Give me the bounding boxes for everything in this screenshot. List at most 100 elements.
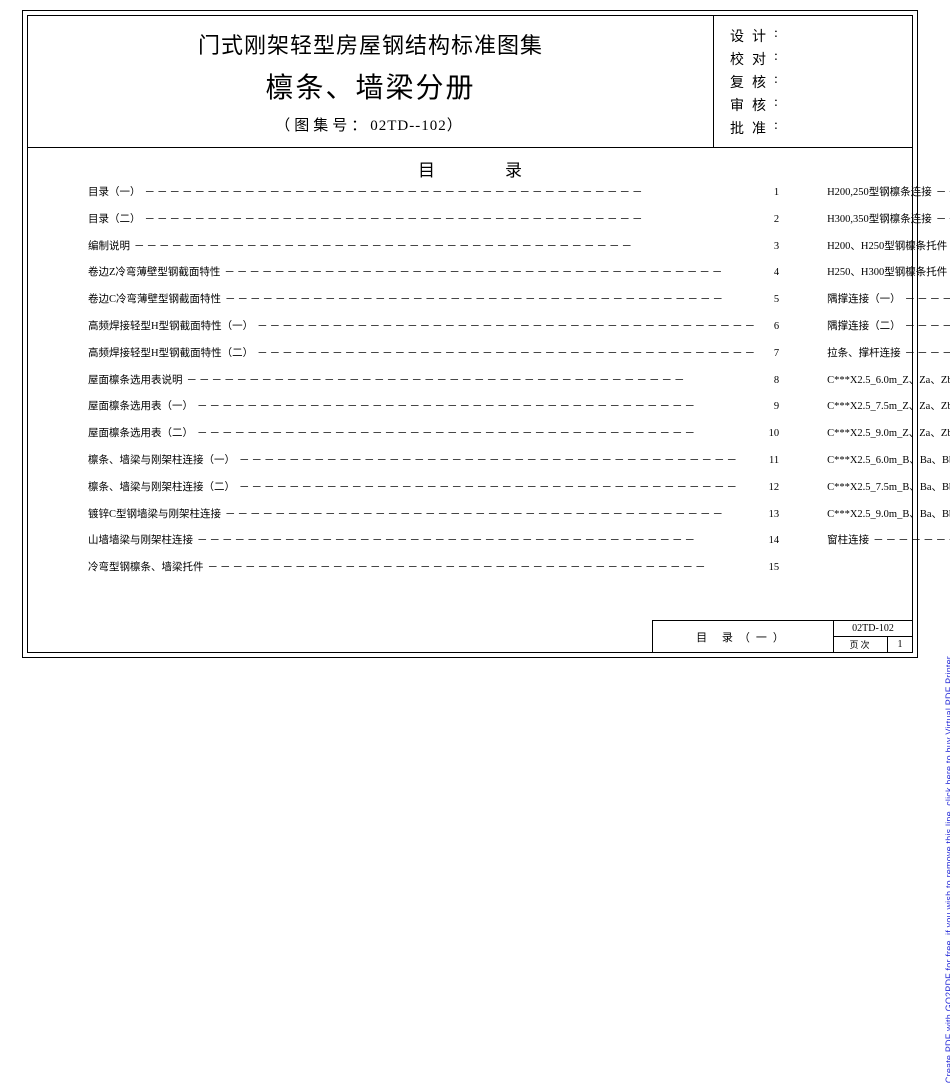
toc-row: C***X2.5_9.0m_B、Ba、Bb－－－－－－－－－－－－－－－－－－－… (827, 506, 950, 533)
toc-row: 拉条、撑杆连接－－－－－－－－－－－－－－－－－－－－－－－－－－－－－－－－－… (827, 345, 950, 372)
toc-row: C***X2.5_9.0m_Z、Za、Zb－－－－－－－－－－－－－－－－－－－… (827, 425, 950, 452)
toc-label: 目录（二） (88, 211, 141, 226)
toc-col-left: 目录（一）－－－－－－－－－－－－－－－－－－－－－－－－－－－－－－－－－－－… (88, 184, 779, 612)
toc-row: C***X2.5_6.0m_Z、Za、Zb－－－－－－－－－－－－－－－－－－－… (827, 372, 950, 399)
title-line3-prefix: （图集号： (275, 118, 370, 134)
footer-page-row: 页次 1 (834, 637, 912, 652)
toc-row: 隅撑连接（二）－－－－－－－－－－－－－－－－－－－－－－－－－－－－－－－－－… (827, 318, 950, 345)
toc-label: C***X2.5_7.5m_Z、Za、Zb (827, 398, 950, 413)
toc-label: 高频焊接轻型H型钢截面特性（一） (88, 318, 253, 333)
toc-row: 目录（一）－－－－－－－－－－－－－－－－－－－－－－－－－－－－－－－－－－－… (88, 184, 779, 211)
title-line1: 门式刚架轻型房屋钢结构标准图集 (198, 28, 543, 60)
approval-label: 复核 (730, 72, 774, 92)
toc-label: 镀锌C型钢墙梁与刚架柱连接 (88, 506, 221, 521)
toc-page: 15 (761, 562, 779, 573)
toc-label: 屋面檩条选用表说明 (88, 372, 183, 387)
toc-page: 12 (761, 482, 779, 493)
toc-label: C***X2.5_9.0m_B、Ba、Bb (827, 506, 950, 521)
toc-row: H200、H250型钢檩条托件－－－－－－－－－－－－－－－－－－－－－－－－－… (827, 238, 950, 265)
toc-label: C***X2.5_6.0m_B、Ba、Bb (827, 452, 950, 467)
title-line3-code: 02TD--102 (370, 118, 447, 134)
toc-label: H200,250型钢檩条连接 (827, 184, 932, 199)
approval-row: 设计: (730, 26, 896, 46)
approval-label: 设计 (730, 26, 774, 46)
toc-row: 高频焊接轻型H型钢截面特性（一）－－－－－－－－－－－－－－－－－－－－－－－－… (88, 318, 779, 345)
approval-label: 校对 (730, 49, 774, 69)
toc-row: C***X2.5_7.5m_B、Ba、Bb－－－－－－－－－－－－－－－－－－－… (827, 479, 950, 506)
toc-leader: －－－－－－－－－－－－－－－－－－－－－－－－－－－－－－－－－－－－－－－－ (932, 211, 950, 226)
approval-label: 审核 (730, 95, 774, 115)
approval-row: 批准: (730, 118, 896, 138)
toc-row: 屋面檩条选用表说明－－－－－－－－－－－－－－－－－－－－－－－－－－－－－－－… (88, 372, 779, 399)
toc-page: 2 (761, 214, 779, 225)
title-line2: 檩条、墙梁分册 (265, 66, 475, 106)
footer-code: 02TD-102 (834, 621, 912, 637)
toc-label: 目录（一） (88, 184, 141, 199)
toc-label: 冷弯型钢檩条、墙梁托件 (88, 559, 204, 574)
toc-row: 卷边Z冷弯薄壁型钢截面特性－－－－－－－－－－－－－－－－－－－－－－－－－－－… (88, 264, 779, 291)
outer-frame: 门式刚架轻型房屋钢结构标准图集 檩条、墙梁分册 （图集号：02TD--102） … (22, 10, 918, 658)
footer-title: 目 录（一） (653, 621, 834, 652)
toc-page: 6 (761, 321, 779, 332)
toc-label: 檩条、墙梁与刚架柱连接（二） (88, 479, 235, 494)
toc-label: C***X2.5_6.0m_Z、Za、Zb (827, 372, 950, 387)
footer-page-label: 页次 (834, 637, 888, 652)
toc-leader: －－－－－－－－－－－－－－－－－－－－－－－－－－－－－－－－－－－－－－－－ (235, 479, 761, 494)
approval-colon: : (774, 95, 778, 115)
toc-label: 屋面檩条选用表（二） (88, 425, 193, 440)
toc-leader: －－－－－－－－－－－－－－－－－－－－－－－－－－－－－－－－－－－－－－－－ (130, 238, 761, 253)
toc-page: 10 (761, 428, 779, 439)
toc-row: 高频焊接轻型H型钢截面特性（二）－－－－－－－－－－－－－－－－－－－－－－－－… (88, 345, 779, 372)
toc-label: C***X2.5_7.5m_B、Ba、Bb (827, 479, 950, 494)
approval-label: 批准 (730, 118, 774, 138)
toc-page: 9 (761, 401, 779, 412)
toc-leader: －－－－－－－－－－－－－－－－－－－－－－－－－－－－－－－－－－－－－－－－ (869, 532, 950, 547)
toc-row: C***X2.5_6.0m_B、Ba、Bb－－－－－－－－－－－－－－－－－－－… (827, 452, 950, 479)
approval-row: 校对: (730, 49, 896, 69)
title-line3-suffix: ） (447, 118, 466, 134)
toc-label: H250、H300型钢檩条托件 (827, 264, 947, 279)
toc-row: 檩条、墙梁与刚架柱连接（一）－－－－－－－－－－－－－－－－－－－－－－－－－－… (88, 452, 779, 479)
approval-row: 复核: (730, 72, 896, 92)
toc-leader: －－－－－－－－－－－－－－－－－－－－－－－－－－－－－－－－－－－－－－－－ (220, 264, 761, 279)
toc-row: C***X2.5_7.5m_Z、Za、Zb－－－－－－－－－－－－－－－－－－－… (827, 398, 950, 425)
footer-right: 02TD-102 页次 1 (834, 621, 912, 652)
toc-row: 窗柱连接－－－－－－－－－－－－－－－－－－－－－－－－－－－－－－－－－－－－… (827, 532, 950, 559)
toc-row: 山墙墙梁与刚架柱连接－－－－－－－－－－－－－－－－－－－－－－－－－－－－－－… (88, 532, 779, 559)
approval-colon: : (774, 118, 778, 138)
toc-page: 13 (761, 509, 779, 520)
title-block: 门式刚架轻型房屋钢结构标准图集 檩条、墙梁分册 （图集号：02TD--102） (28, 16, 714, 147)
approval-colon: : (774, 26, 778, 46)
toc-label: 檩条、墙梁与刚架柱连接（一） (88, 452, 235, 467)
toc-label: C***X2.5_9.0m_Z、Za、Zb (827, 425, 950, 440)
toc-col-right: H200,250型钢檩条连接－－－－－－－－－－－－－－－－－－－－－－－－－－… (827, 184, 950, 612)
approval-colon: : (774, 49, 778, 69)
toc-label: 山墙墙梁与刚架柱连接 (88, 532, 193, 547)
toc-page: 7 (761, 348, 779, 359)
approval-block: 设计:校对:复核:审核:批准: (714, 16, 912, 147)
toc-row: 屋面檩条选用表（二）－－－－－－－－－－－－－－－－－－－－－－－－－－－－－－… (88, 425, 779, 452)
toc-row: H250、H300型钢檩条托件－－－－－－－－－－－－－－－－－－－－－－－－－… (827, 264, 950, 291)
toc-label: 卷边Z冷弯薄壁型钢截面特性 (88, 264, 220, 279)
inner-frame: 门式刚架轻型房屋钢结构标准图集 檩条、墙梁分册 （图集号：02TD--102） … (27, 15, 913, 653)
toc-row: 檩条、墙梁与刚架柱连接（二）－－－－－－－－－－－－－－－－－－－－－－－－－－… (88, 479, 779, 506)
toc-leader: －－－－－－－－－－－－－－－－－－－－－－－－－－－－－－－－－－－－－－－－ (141, 184, 762, 199)
toc-leader: －－－－－－－－－－－－－－－－－－－－－－－－－－－－－－－－－－－－－－－－ (253, 318, 761, 333)
toc-row: 编制说明－－－－－－－－－－－－－－－－－－－－－－－－－－－－－－－－－－－－… (88, 238, 779, 265)
toc-row: 卷边C冷弯薄壁型钢截面特性－－－－－－－－－－－－－－－－－－－－－－－－－－－… (88, 291, 779, 318)
toc-page: 4 (761, 267, 779, 278)
toc-leader: －－－－－－－－－－－－－－－－－－－－－－－－－－－－－－－－－－－－－－－－ (193, 425, 761, 440)
toc-columns: 目录（一）－－－－－－－－－－－－－－－－－－－－－－－－－－－－－－－－－－－… (88, 184, 872, 612)
toc-label: 隅撑连接（二） (827, 318, 901, 333)
toc-leader: －－－－－－－－－－－－－－－－－－－－－－－－－－－－－－－－－－－－－－－－ (901, 345, 950, 360)
toc-leader: －－－－－－－－－－－－－－－－－－－－－－－－－－－－－－－－－－－－－－－－ (204, 559, 762, 574)
toc-leader: －－－－－－－－－－－－－－－－－－－－－－－－－－－－－－－－－－－－－－－－ (193, 398, 761, 413)
toc-page: 8 (761, 375, 779, 386)
toc-row: 冷弯型钢檩条、墙梁托件－－－－－－－－－－－－－－－－－－－－－－－－－－－－－… (88, 559, 779, 586)
toc-leader: －－－－－－－－－－－－－－－－－－－－－－－－－－－－－－－－－－－－－－－－ (193, 532, 761, 547)
toc-row: H200,250型钢檩条连接－－－－－－－－－－－－－－－－－－－－－－－－－－… (827, 184, 950, 211)
toc-leader: －－－－－－－－－－－－－－－－－－－－－－－－－－－－－－－－－－－－－－－－ (183, 372, 762, 387)
toc-row: 镀锌C型钢墙梁与刚架柱连接－－－－－－－－－－－－－－－－－－－－－－－－－－－… (88, 506, 779, 533)
toc-page: 1 (761, 187, 779, 198)
toc-leader: －－－－－－－－－－－－－－－－－－－－－－－－－－－－－－－－－－－－－－－－ (141, 211, 762, 226)
